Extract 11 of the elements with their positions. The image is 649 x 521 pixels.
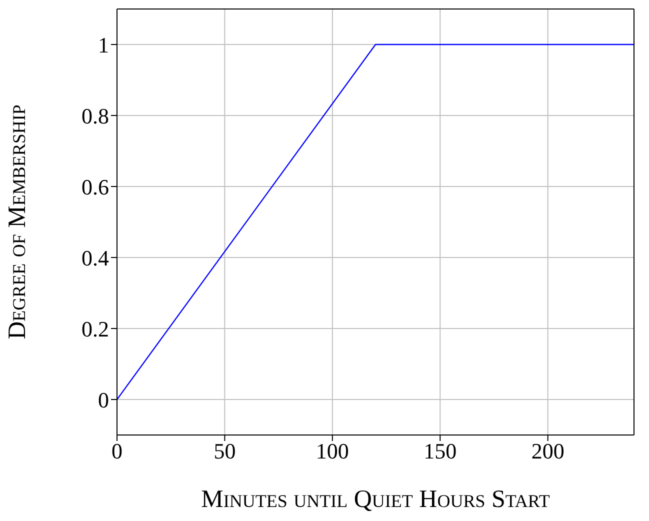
y-tick-label: 0 <box>98 387 109 412</box>
x-tick-label: 200 <box>531 438 564 464</box>
x-tick-label: 100 <box>316 438 349 464</box>
x-tick-label: 150 <box>424 438 457 464</box>
x-axis-title: Minutes until Quiet Hours Start <box>201 486 550 513</box>
y-tick-label: 1 <box>98 32 109 58</box>
y-tick-label: 0.4 <box>82 245 109 270</box>
x-tick-label: 50 <box>214 438 236 464</box>
y-tick-label: 0.8 <box>82 103 109 128</box>
y-tick-label: 0.6 <box>82 174 109 200</box>
y-tick-label: 0.2 <box>82 316 109 342</box>
